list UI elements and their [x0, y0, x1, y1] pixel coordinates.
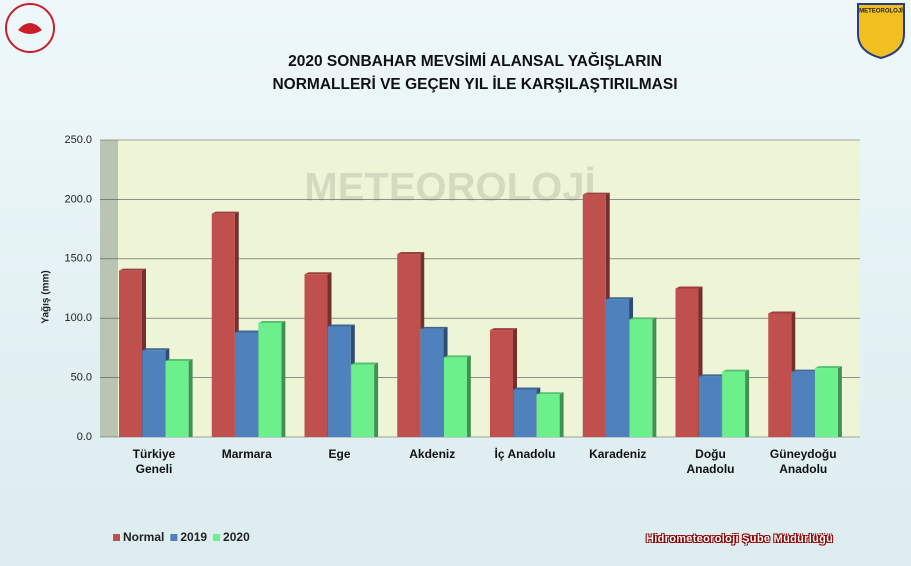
x-tick-label: Türkiye Geneli [132, 447, 176, 476]
bar [582, 194, 606, 437]
bar [119, 270, 142, 437]
bar [791, 371, 815, 437]
bar-top [606, 297, 634, 300]
y-tick-label: 250.0 [64, 134, 92, 146]
bar-top [304, 272, 332, 275]
x-tick-label: Marmara [221, 447, 272, 461]
plot-wall [100, 140, 118, 437]
legend-label: Normal [123, 530, 164, 544]
bar-side [374, 362, 379, 437]
bar [536, 394, 560, 437]
y-tick-label: 200.0 [64, 193, 92, 205]
bar-top [490, 328, 517, 331]
bar [814, 368, 838, 437]
legend-label: 2020 [223, 530, 250, 544]
bar-top [698, 374, 726, 377]
bar-top [814, 366, 842, 369]
ministry-logo-mark [18, 23, 42, 34]
bar-side [281, 320, 286, 437]
bar [629, 319, 653, 437]
bar [513, 389, 537, 437]
bar-top [165, 358, 193, 361]
bar-top [142, 348, 170, 351]
y-tick-label: 0.0 [77, 431, 92, 443]
bar-side [559, 392, 564, 437]
bar-top [629, 317, 657, 320]
bar [420, 328, 444, 437]
watermark: METEOROLOJİ [304, 166, 595, 210]
bar [490, 330, 513, 437]
bar-top [582, 192, 610, 195]
ministry-logo [5, 3, 55, 53]
bar [698, 376, 722, 437]
x-tick-label: Akdeniz [409, 447, 456, 461]
y-tick-label: 150.0 [64, 253, 92, 265]
y-axis-label: Yağış (mm) [41, 270, 52, 323]
x-tick-label: Karadeniz [589, 447, 647, 461]
x-tick-label: Doğu Anadolu [686, 447, 735, 476]
bar [304, 274, 328, 437]
bar-top [211, 211, 239, 214]
bar [722, 371, 746, 437]
bar-side [188, 358, 193, 437]
bar [397, 254, 421, 437]
bar-top [536, 392, 564, 395]
x-tick-label: Güneydoğu Anadolu [769, 447, 837, 476]
legend-swatch [113, 534, 120, 541]
y-tick-label: 100.0 [64, 312, 92, 324]
bar [351, 364, 375, 437]
bar [768, 313, 792, 437]
x-tick-label: Ege [328, 447, 351, 461]
bar-top [397, 252, 425, 255]
met-logo [857, 3, 905, 60]
bar-top [235, 330, 263, 333]
footer: Hidrometeoroloji Şube Müdürlüğü [646, 533, 834, 545]
legend-swatch [170, 534, 178, 541]
bar [142, 350, 166, 437]
bar-top [722, 369, 750, 372]
bar-top [327, 324, 355, 327]
chart-title: 2020 SONBAHAR MEVSİMİ ALANSAL YAĞIŞLARIN… [272, 53, 678, 93]
bar-top [675, 286, 703, 289]
bar-top [258, 320, 286, 323]
x-tick-label: İç Anadolu [494, 447, 556, 461]
bar-top [119, 268, 146, 271]
bar [606, 299, 630, 437]
bar-top [791, 369, 819, 372]
met-logo-text: METEOROLOJİ [859, 8, 903, 15]
bar-top [443, 355, 471, 358]
bar [165, 360, 189, 437]
bar [327, 326, 351, 437]
bar-top [420, 326, 448, 329]
bar [211, 213, 235, 437]
legend-swatch [213, 534, 221, 541]
bar [675, 288, 699, 437]
bar [443, 357, 467, 437]
bar-top [768, 311, 796, 314]
bar-side [745, 369, 750, 437]
bar [235, 332, 259, 437]
legend-label: 2019 [180, 530, 207, 544]
bar-top [513, 387, 541, 390]
bar-side [652, 317, 657, 437]
bar [258, 322, 282, 437]
bar-side [466, 355, 471, 437]
bar-side [837, 366, 842, 437]
bar-top [351, 362, 379, 365]
y-tick-label: 50.0 [71, 372, 92, 384]
